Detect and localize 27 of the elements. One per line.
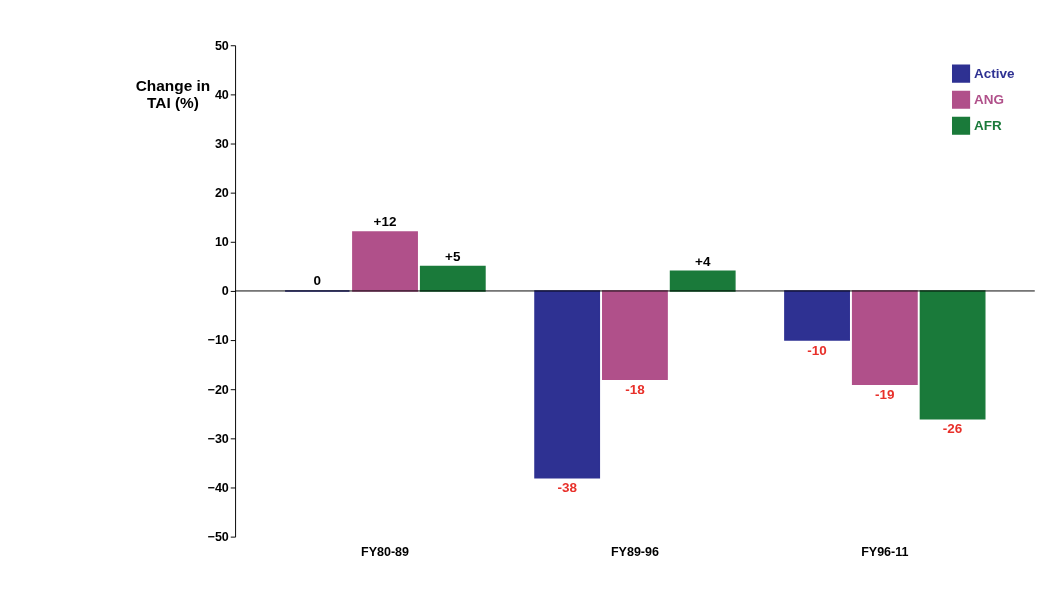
y-tick-label: 40 xyxy=(214,87,229,102)
x-tick-label: FY96-11 xyxy=(861,545,909,560)
legend-label: ANG xyxy=(974,91,1005,107)
y-tick-label: 0 xyxy=(221,284,229,299)
data-label: -38 xyxy=(557,480,578,496)
data-label: -26 xyxy=(942,421,963,437)
data-label: -18 xyxy=(625,381,646,397)
y-tick-label: −20 xyxy=(207,382,229,397)
y-tick-label: 50 xyxy=(214,38,229,53)
y-tick-label: 10 xyxy=(214,235,229,250)
data-label: +5 xyxy=(445,248,461,264)
data-label: -10 xyxy=(807,342,827,358)
x-tick-label: FY89-96 xyxy=(610,545,659,560)
y-axis-title: Change in TAI (%) xyxy=(135,77,211,112)
data-label: -19 xyxy=(875,386,895,402)
y-tick-label: −10 xyxy=(207,333,229,348)
y-tick-label: 20 xyxy=(214,186,229,201)
y-tick-label: 30 xyxy=(214,136,229,151)
y-tick-label: −40 xyxy=(207,480,229,495)
x-tick-label: FY80-89 xyxy=(361,545,410,560)
y-tick-label: −30 xyxy=(207,431,229,446)
legend-label: Active xyxy=(974,65,1015,81)
y-tick-label: −50 xyxy=(207,529,229,544)
legend-label: AFR xyxy=(974,117,1003,133)
data-label: +4 xyxy=(695,253,711,269)
data-label: +12 xyxy=(373,214,397,230)
data-label: 0 xyxy=(313,273,322,289)
